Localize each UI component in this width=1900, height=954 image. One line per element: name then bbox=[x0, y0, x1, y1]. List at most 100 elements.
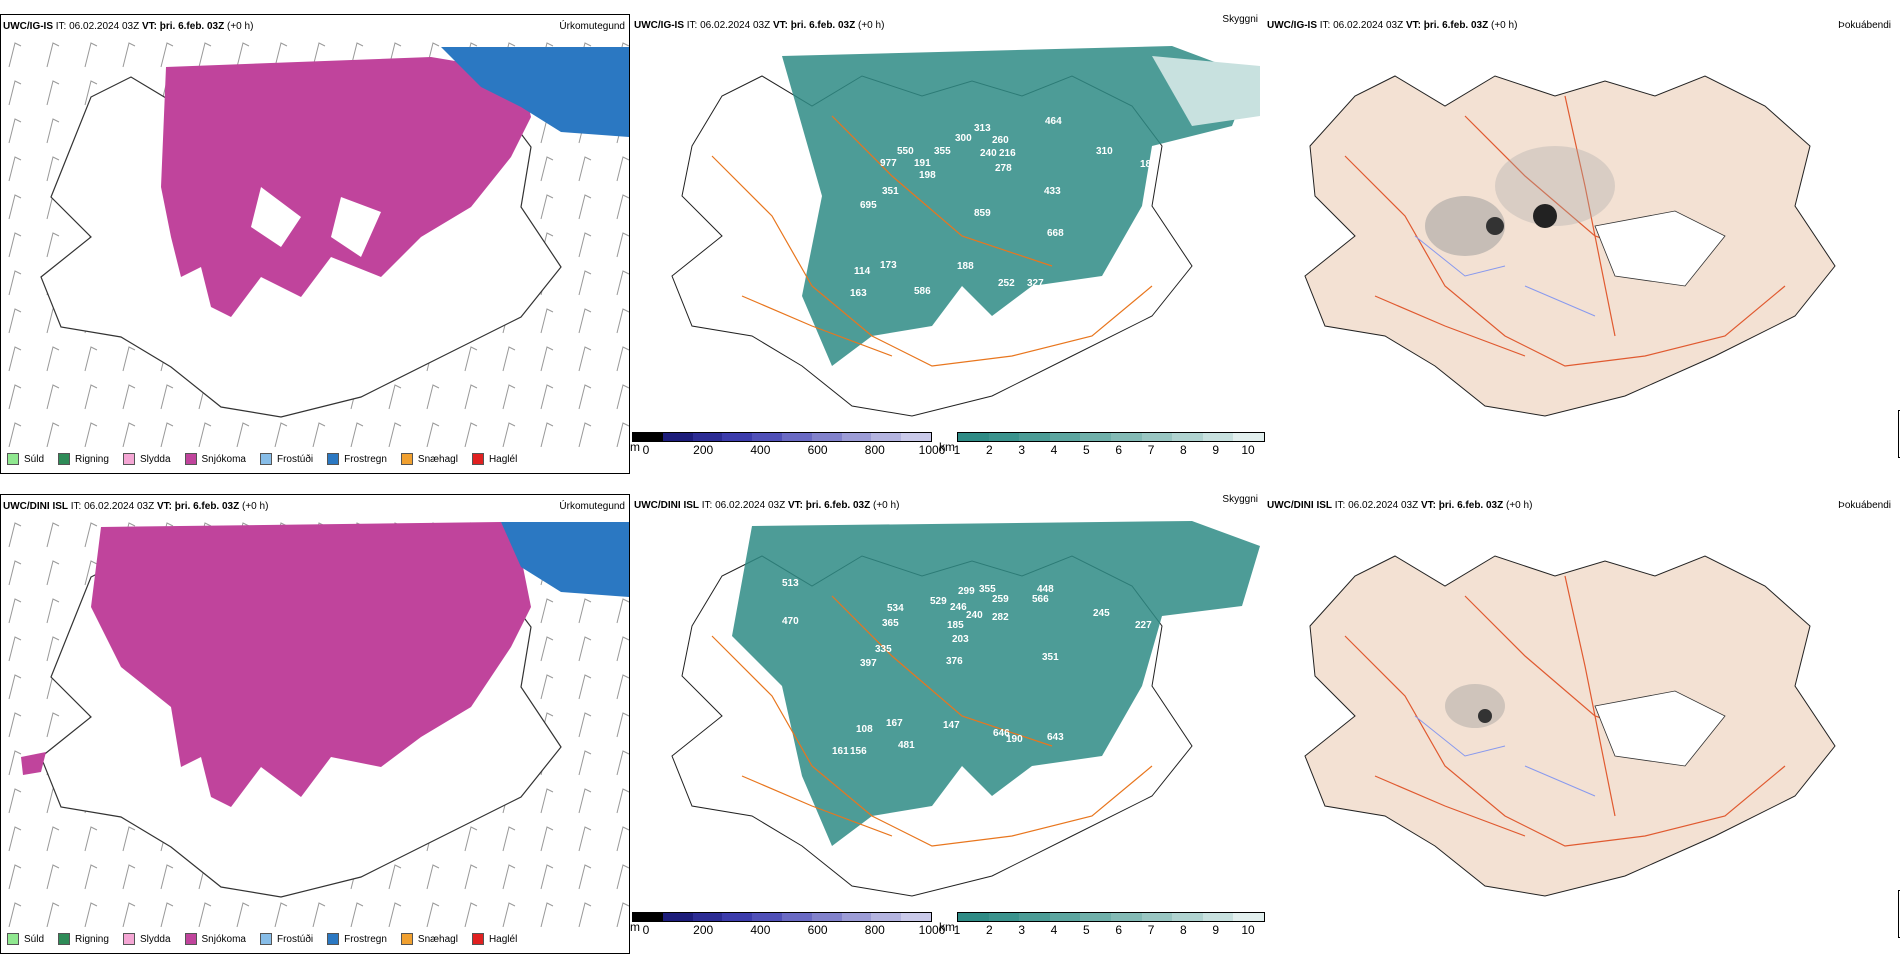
peak-elevation-label: 695 bbox=[860, 200, 877, 211]
peak-elevation-label: 278 bbox=[995, 163, 1012, 174]
legend-swatch bbox=[7, 933, 19, 945]
colorbar-tick: 8 bbox=[1180, 923, 1187, 937]
visibility-colorbar: km 1 2 3 4 5 6 7 8 9 10 bbox=[939, 432, 1265, 472]
low-visibility-area bbox=[732, 521, 1260, 846]
vt-label: VT: bbox=[141, 21, 157, 32]
snow-area bbox=[91, 522, 531, 807]
colorbar-tick: 800 bbox=[864, 923, 885, 937]
legend-label: Súld bbox=[24, 453, 45, 465]
colorbar-segment bbox=[871, 433, 902, 441]
colorbar-tick: 3 bbox=[1018, 443, 1026, 457]
colorbar-segment bbox=[752, 913, 782, 921]
colorbar-segment bbox=[988, 433, 1020, 441]
panel-title: Skyggni bbox=[1222, 494, 1258, 505]
low-visibility-area bbox=[782, 46, 1252, 366]
colorbar-segment bbox=[841, 433, 872, 441]
peak-elevation-label: 246 bbox=[950, 602, 967, 613]
peak-elevation-label: 470 bbox=[782, 616, 799, 627]
colorbar-segment bbox=[811, 913, 842, 921]
peak-elevation-label: 108 bbox=[856, 724, 873, 735]
panel-title: Þokuábendi bbox=[1838, 500, 1891, 511]
legend-swatch bbox=[184, 933, 197, 945]
legend-label: Súld bbox=[24, 933, 45, 945]
vt-value: þri. 6.feb. 03Z bbox=[159, 21, 225, 32]
haze-area bbox=[1152, 56, 1260, 126]
peak-elevation-label: 355 bbox=[979, 584, 996, 595]
peak-elevation-label: 550 bbox=[897, 146, 914, 157]
peak-elevation-label: 216 bbox=[999, 148, 1016, 159]
colorbar-tick: 0 bbox=[642, 443, 650, 457]
colorbar-segment bbox=[901, 433, 931, 441]
legend-item: Slydda bbox=[122, 933, 171, 945]
visibility-panel-top: UWC/IG-IS IT: 06.02.2024 03Z VT: þri. 6.… bbox=[630, 14, 1265, 474]
peak-elevation-label: 397 bbox=[860, 658, 877, 669]
legend-label: Snjókoma bbox=[201, 453, 246, 465]
colorbar-tick: 600 bbox=[807, 923, 828, 937]
river-lines bbox=[1414, 715, 1596, 797]
legend-swatch bbox=[259, 933, 272, 945]
snow-patch bbox=[21, 752, 46, 775]
peak-elevation-label: 464 bbox=[1045, 116, 1062, 127]
peak-elevation-label: 227 bbox=[1135, 620, 1152, 631]
peak-elevation-label: 310 bbox=[1096, 146, 1113, 157]
colorbar-segment bbox=[1233, 433, 1264, 441]
model-name: UWC/IG-IS bbox=[1267, 20, 1317, 31]
peak-elevation-label: 566 bbox=[1032, 594, 1049, 605]
colorbar-tick: 1 bbox=[953, 923, 961, 937]
snow-area bbox=[161, 57, 531, 317]
peak-elevation-label: 245 bbox=[1093, 608, 1110, 619]
colorbar-tick: 10 bbox=[1241, 443, 1255, 457]
river-lines bbox=[1414, 235, 1596, 317]
model-name: UWC/DINI ISL bbox=[634, 500, 699, 511]
colorbar-segment bbox=[633, 433, 663, 441]
precip-legend: Súld Rigning Slydda Snjókoma Frostúði Frostre… bbox=[7, 933, 517, 945]
colorbar-segment bbox=[1049, 433, 1081, 441]
iceland-land bbox=[1304, 555, 1836, 897]
model-name: UWC/IG-IS bbox=[634, 20, 684, 31]
it-value: 06.02.2024 03Z bbox=[715, 500, 786, 511]
glacier bbox=[1594, 210, 1726, 287]
legend-label: Frostregn bbox=[344, 453, 387, 465]
colorbar-tick: 2 bbox=[985, 443, 993, 457]
panel-title-bar: UWC/IG-IS IT: 06.02.2024 03Z VT: þri. 6.… bbox=[634, 14, 1258, 34]
vt-value: þri. 6.feb. 03Z bbox=[1438, 500, 1504, 511]
legend-item: Súld bbox=[7, 933, 44, 945]
legend-swatch bbox=[400, 933, 413, 945]
colorbar-tick: 1 bbox=[953, 443, 961, 457]
colorbar-segment bbox=[988, 913, 1020, 921]
colorbar-tick: 7 bbox=[1147, 923, 1155, 937]
colorbar-segment bbox=[781, 433, 812, 441]
legend-label: Slydda bbox=[139, 933, 171, 945]
legend-swatch bbox=[7, 453, 19, 465]
colorbar-segment bbox=[633, 913, 663, 921]
peak-elevation-label: 173 bbox=[880, 260, 897, 271]
legend-label: Snæhagl bbox=[417, 933, 458, 945]
road-lines bbox=[1344, 95, 1786, 367]
legend-swatch bbox=[327, 453, 340, 465]
colorbar-tick: 800 bbox=[864, 443, 885, 457]
legend-item: Haglél bbox=[471, 933, 517, 945]
it-value: 06.02.2024 03Z bbox=[69, 21, 140, 32]
fog-panel-bottom: UWC/DINI ISL IT: 06.02.2024 03Z VT: þri.… bbox=[1265, 494, 1900, 954]
model-name: UWC/DINI ISL bbox=[3, 501, 68, 512]
legend-item: Slydda bbox=[122, 453, 171, 465]
fog-index-area bbox=[1445, 684, 1505, 728]
panel-title-bar: UWC/DINI ISL IT: 06.02.2024 03Z VT: þri.… bbox=[634, 494, 1258, 514]
peak-elevation-label: 190 bbox=[1006, 734, 1023, 745]
precip-legend: Súld Rigning Slydda Snjókoma Frostúði Frostre… bbox=[7, 453, 517, 465]
colorbar-segment bbox=[1202, 433, 1234, 441]
it-label: IT: bbox=[70, 501, 82, 512]
peak-elevation-label: 300 bbox=[955, 133, 972, 144]
colorbar-tick: 6 bbox=[1115, 443, 1123, 457]
colorbar-segment bbox=[752, 433, 782, 441]
colorbar-segment bbox=[901, 913, 931, 921]
colorbar-segment bbox=[1202, 913, 1234, 921]
legend-swatch bbox=[471, 453, 484, 465]
terrain-colorbar: m 0 200 400 600 800 1000 bbox=[630, 912, 945, 952]
peak-elevation-label: 167 bbox=[886, 718, 903, 729]
peak-elevation-label: 313 bbox=[974, 123, 991, 134]
lead-time: (+0 h) bbox=[873, 500, 900, 511]
